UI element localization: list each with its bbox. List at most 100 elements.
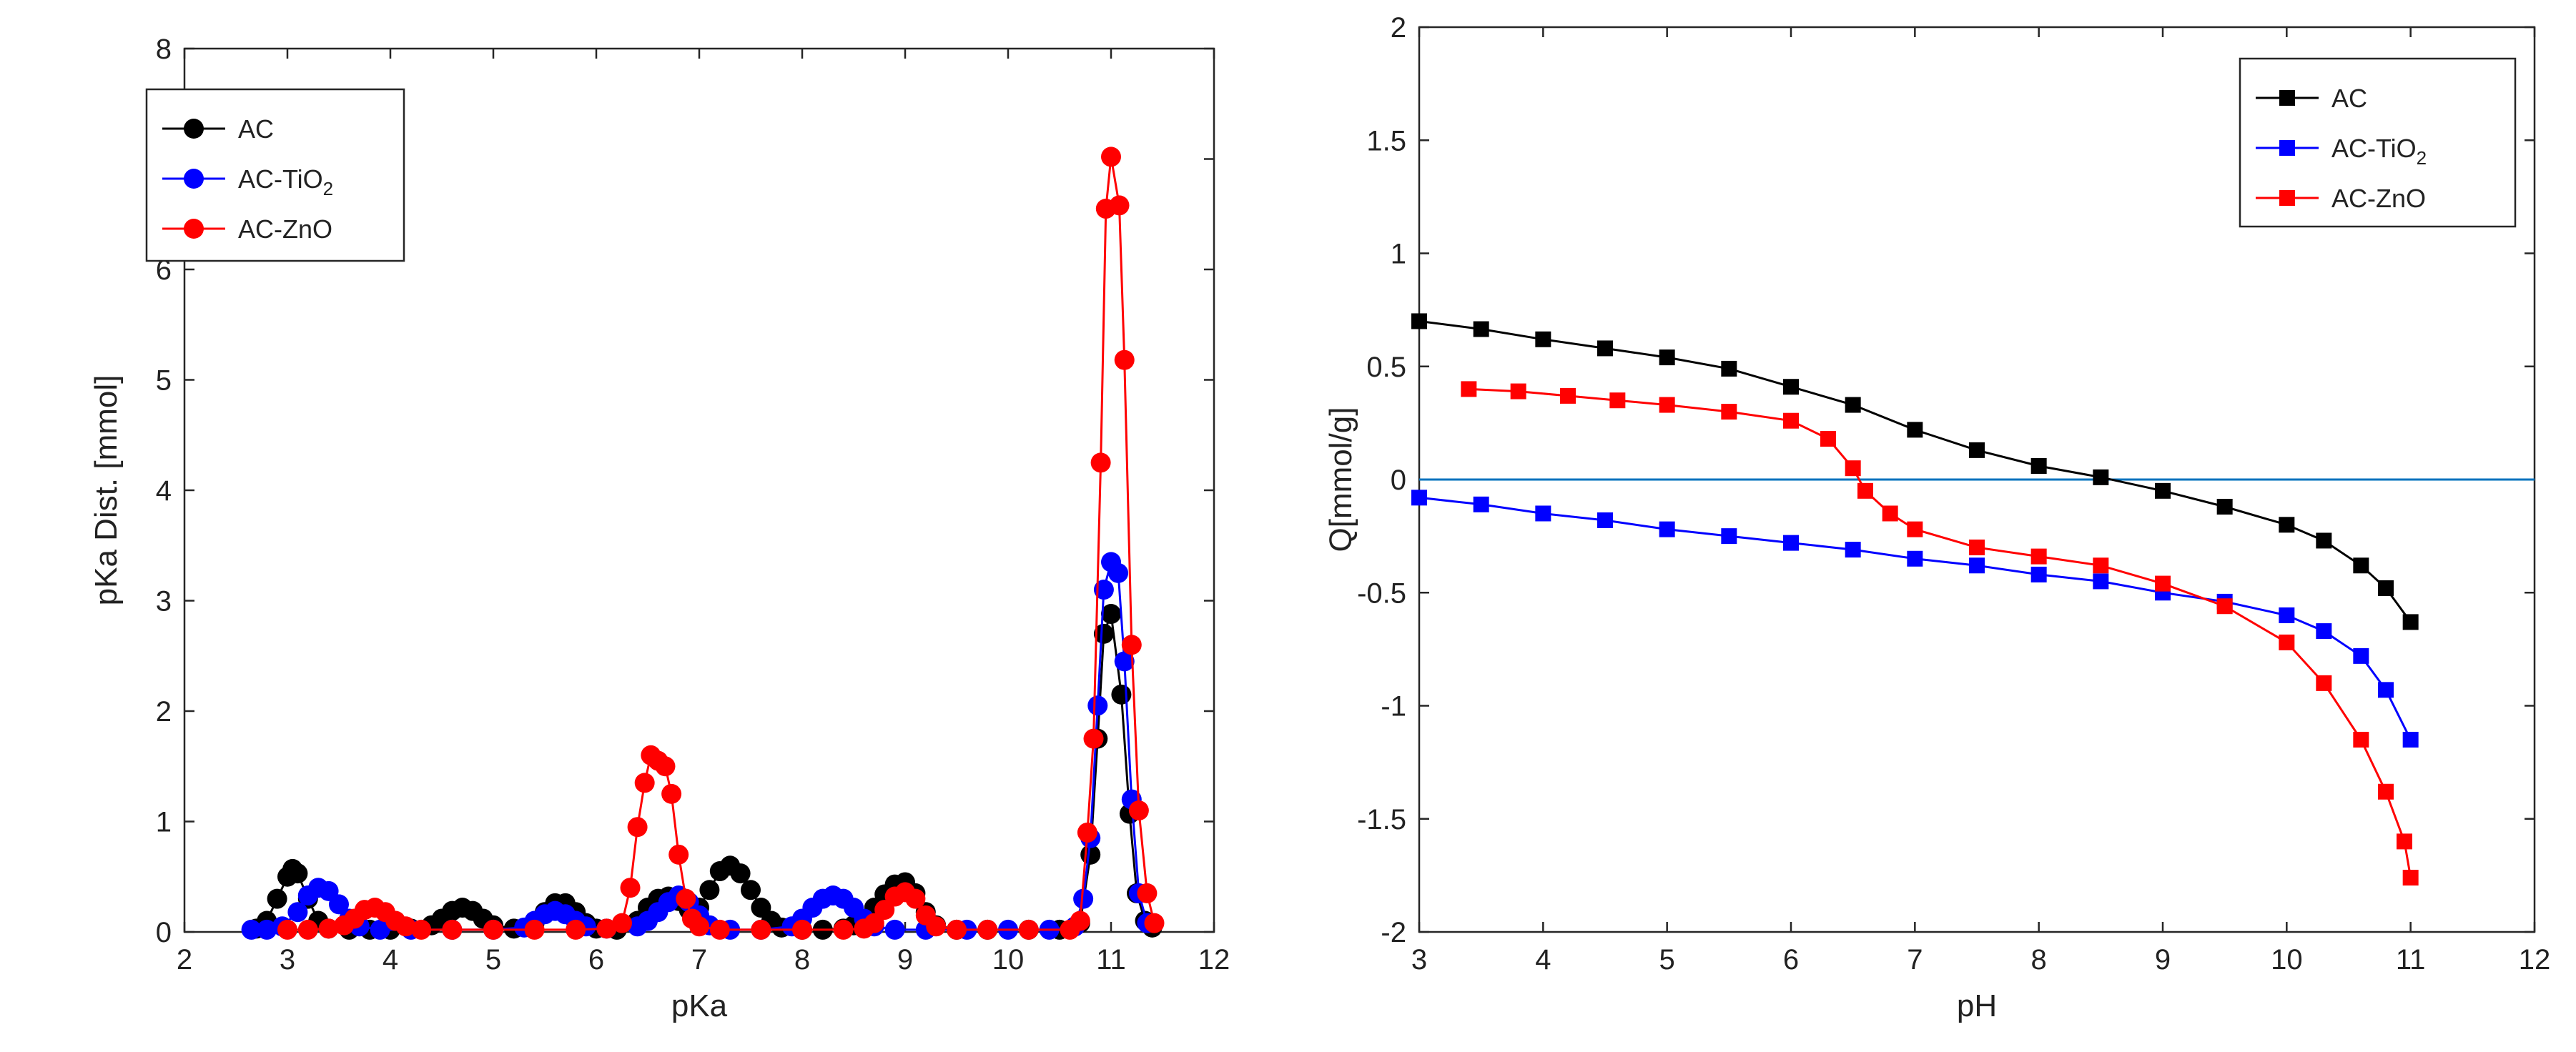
chart2-series-ac-zno-point (1907, 521, 1923, 537)
chart2-y-tick-label: -0.5 (1357, 577, 1406, 609)
chart1-y-tick-label: 4 (156, 475, 172, 507)
chart2-legend-label: AC-TiO2 (2331, 134, 2427, 169)
chart1-series-ac-zno-point (1018, 919, 1039, 940)
chart2-legend-subscript: 2 (2417, 147, 2427, 169)
chart1-series-ac-point (287, 863, 308, 884)
chart2-series-ac-zno-point (2353, 731, 2369, 748)
chart1-x-tick-label: 10 (992, 944, 1025, 976)
chart2-series-ac-point (2093, 469, 2109, 485)
chart1-legend-label: AC-ZnO (238, 214, 332, 244)
chart2-x-tick-label: 11 (2396, 944, 2426, 976)
chart1-series-ac-point (1111, 684, 1132, 705)
chart2-series-ac-point (1783, 379, 1799, 395)
chart2-y-tick-label: 0 (1391, 465, 1406, 496)
chart2-series-ac-zno-point (1783, 412, 1799, 429)
chart2-x-tick-label: 10 (2271, 944, 2303, 976)
chart1-x-tick-label: 8 (794, 944, 810, 976)
chart1-series-ac-point (730, 863, 751, 884)
chart1-x-axis-label: pKa (671, 988, 728, 1023)
chart2-series-ac-zno-point (2279, 634, 2295, 650)
chart2-series-ac-tio2-point (1597, 512, 1613, 528)
chart1-series-ac-tio2-point (1093, 580, 1114, 600)
chart1-series-ac-tio2-point (287, 902, 308, 923)
chart1-series-ac-zno-point (676, 888, 696, 909)
chart2-series-ac-zno-point (1721, 404, 1737, 420)
chart1-series-ac-zno-point (689, 916, 709, 937)
chart1-legend-label: AC-TiO2 (238, 164, 333, 199)
chart2-x-tick-label: 4 (1535, 944, 1551, 976)
chart1-y-tick-label: 3 (156, 586, 172, 617)
chart1-series-ac-zno-point (1109, 195, 1130, 216)
chart1-legend-marker (184, 219, 204, 239)
chart2-series-ac-zno-point (1560, 387, 1576, 404)
chart2-x-tick-label: 3 (1411, 944, 1427, 976)
chart1-series-ac-zno-point (395, 916, 416, 937)
chart1-series-ac-zno-point (411, 919, 432, 940)
chart2-x-axis-label: pH (1957, 988, 1997, 1023)
chart1-series-ac-point (741, 880, 761, 900)
chart1-series-ac-zno-point (524, 919, 545, 940)
chart1-x-tick-label: 7 (691, 944, 707, 976)
chart1-series-ac-zno-point (1128, 800, 1149, 821)
chart1-series-ac-tio2-point (1114, 651, 1135, 672)
chart1-series-ac-zno-point (977, 919, 998, 940)
chart2-series-ac-tio2-point (1535, 505, 1551, 522)
chart1-x-tick-label: 2 (177, 944, 192, 976)
chart2-x-tick-label: 6 (1783, 944, 1799, 976)
chart2-y-tick-label: 1.5 (1366, 125, 1406, 157)
chart2-series-ac-tio2-point (2030, 566, 2047, 582)
chart1-series-ac-zno-point (620, 878, 641, 898)
chart1-series-ac-zno-point (277, 919, 297, 940)
chart1-series-ac-zno-point (1077, 822, 1097, 843)
chart2-y-tick-label: -1.5 (1357, 804, 1406, 835)
chart1-series-ac-zno-point (634, 773, 655, 793)
chart1-series-ac-zno (277, 147, 1165, 940)
chart2-series-ac-point (2402, 614, 2419, 630)
chart1-series-ac-zno-point (1114, 349, 1135, 370)
chart1-series-ac-zno-point (905, 888, 926, 909)
chart2-series-ac-zno-point (2316, 675, 2332, 691)
chart1-series-ac-tio2-point (884, 919, 905, 940)
chart2-series-ac-zno-point (1845, 460, 1861, 477)
chart2-y-tick-label: -1 (1381, 691, 1406, 723)
chart1-series-ac-zno-point (1144, 913, 1165, 933)
chart2-series-ac-tio2 (1411, 490, 2419, 748)
chart2-legend-label: AC (2331, 84, 2367, 113)
chart2-x-tick-label: 7 (1907, 944, 1923, 976)
chart1-series-ac-zno-point (318, 918, 339, 939)
chart2-series-ac-tio2-point (1907, 550, 1923, 567)
chart1-series-ac-zno-point (612, 913, 632, 933)
chart2-x-tick-label: 8 (2031, 944, 2047, 976)
chart2-series-ac-point (1845, 397, 1861, 413)
chart1-y-tick-label: 5 (156, 365, 172, 397)
chart1-legend-marker (184, 169, 204, 189)
chart2-series-ac-zno-point (2397, 833, 2412, 850)
chart1-series-ac-zno-point (297, 919, 318, 940)
chart1-series-ac-point (267, 888, 287, 909)
chart2-series-ac-zno-point (2378, 783, 2394, 800)
chart1-series-ac-zno-point (926, 916, 947, 937)
chart2-series-ac-point (1659, 349, 1675, 366)
chart1-series-ac-zno-point (566, 919, 586, 940)
chart2-series-ac-point (1907, 422, 1923, 438)
chart1-x-tick-label: 5 (485, 944, 501, 976)
chart1-series-ac-zno-point (483, 919, 503, 940)
chart2-legend-label: AC-ZnO (2331, 184, 2426, 213)
chart1-series-ac-zno-point (668, 844, 689, 865)
chart2-series-ac-point (2316, 532, 2332, 549)
chart2-legend-marker (2279, 190, 2295, 206)
chart2-series-ac-tio2-point (2402, 731, 2419, 748)
chart2-legend-marker (2279, 140, 2295, 156)
chart2-legend: AC AC-TiO2 AC-ZnO (2239, 57, 2517, 228)
chart2-series-ac-point (2353, 557, 2369, 574)
chart1-y-tick-label: 2 (156, 696, 172, 728)
chart2-y-tick-label: 0.5 (1366, 352, 1406, 383)
chart1-legend-subscript: 2 (323, 178, 333, 199)
chart1-series-ac-zno-point (947, 919, 967, 940)
chart1-series-ac-zno-point (1083, 728, 1104, 749)
chart2-series-ac-zno-point (1857, 482, 1873, 499)
chart1-y-axis-label: pKa Dist. [mmol] (89, 375, 124, 606)
chart2-series-ac-point (1597, 340, 1613, 357)
chart2-series-ac-tio2-point (2093, 573, 2109, 590)
